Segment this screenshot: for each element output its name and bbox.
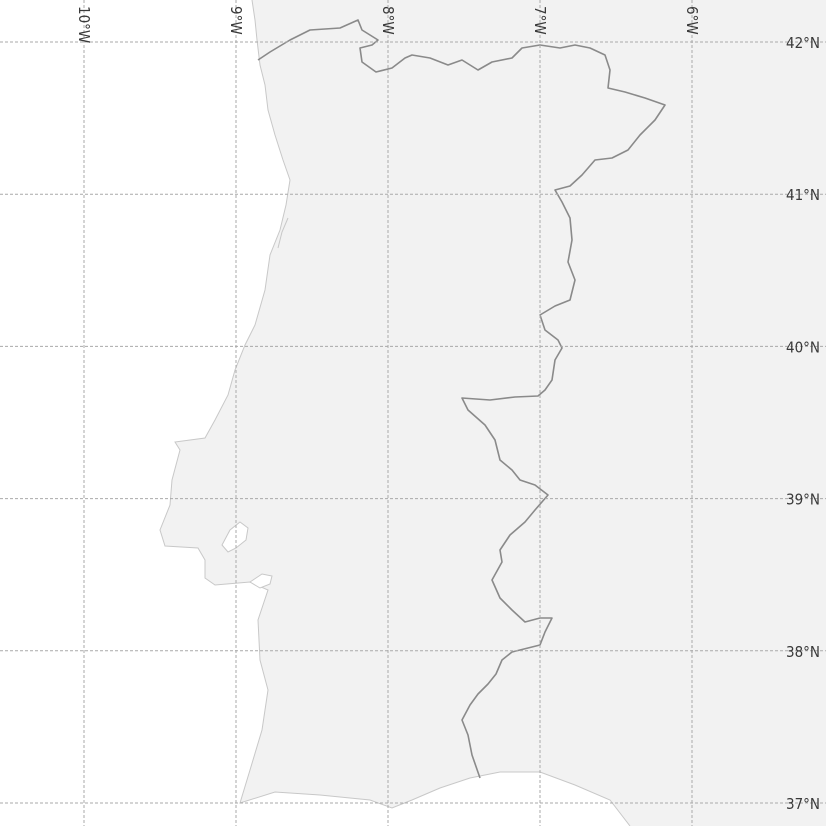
longitude-label: 10°W [75,6,93,43]
latitude-label: 40°N [786,338,820,356]
longitude-labels: 10°W 9°W 8°W 7°W 6°W [75,6,701,43]
latitude-label: 39°N [786,491,820,509]
sado-estuary [249,573,273,589]
longitude-label: 6°W [683,6,701,35]
latitude-label: 41°N [786,186,820,204]
longitude-label: 8°W [379,6,397,35]
tagus-estuary [221,521,249,553]
longitude-label: 7°W [531,6,549,35]
longitude-label: 9°W [227,6,245,35]
latitude-label: 38°N [786,643,820,661]
land-area [160,0,826,826]
latitude-labels: 42°N 41°N 40°N 39°N 38°N 37°N [786,34,820,813]
coastline [159,0,631,826]
latitude-label: 42°N [786,34,820,52]
portugal-spain-border [257,19,666,779]
latitude-label: 37°N [786,795,820,813]
aveiro-lagoon [277,217,289,249]
